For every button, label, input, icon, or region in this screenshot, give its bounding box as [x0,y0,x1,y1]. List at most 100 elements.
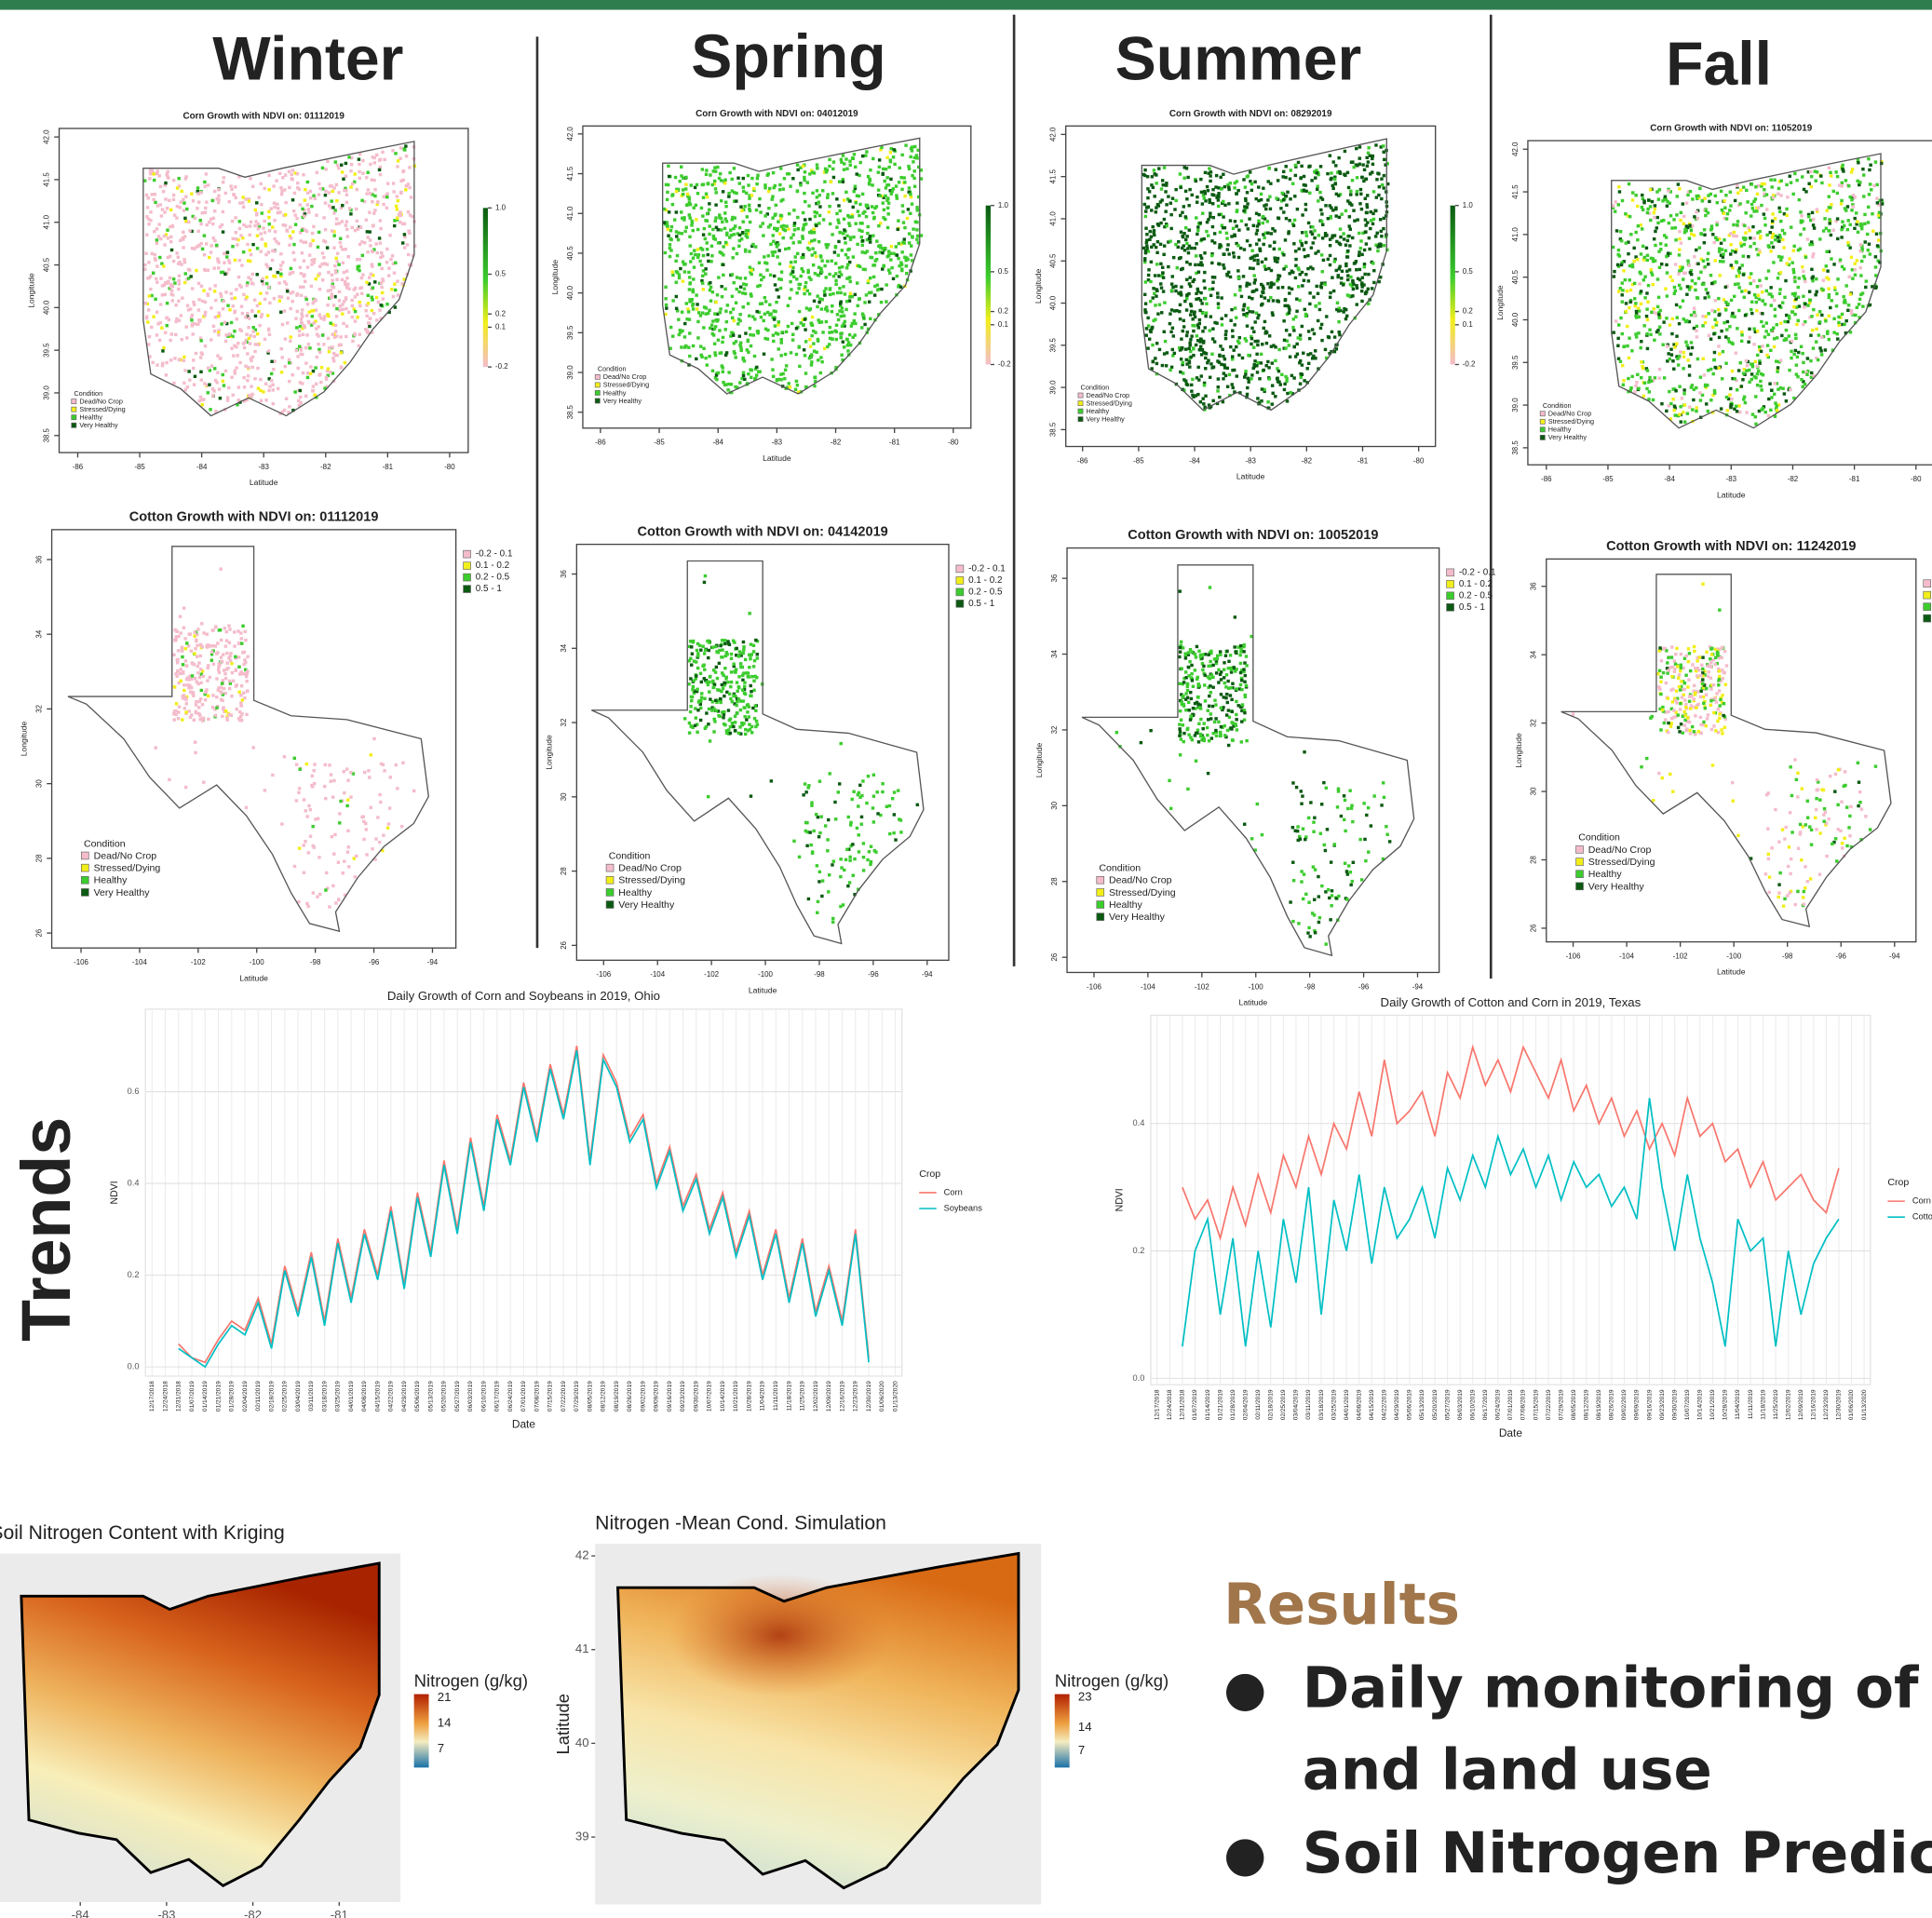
ndvi-pixel [369,238,372,241]
ndvi-pixel [288,170,290,173]
ndvi-pixel [1210,262,1213,264]
ndvi-pixel [147,308,150,311]
ndvi-pixel [783,177,786,180]
ndvi-pixel [821,189,824,192]
ndvi-pixel [1316,184,1318,187]
ndvi-pixel [392,182,395,184]
ndvi-pixel [403,233,406,236]
ndvi-pixel [1290,374,1293,377]
ndvi-pixel [1163,218,1166,221]
ndvi-pixel [1801,385,1804,388]
ndvi-pixel [314,299,317,302]
ndvi-pixel [384,158,386,161]
ndvi-pixel [318,288,321,290]
ndvi-pixel [769,312,772,315]
ndvi-pixel [1626,290,1628,292]
ndvi-pixel [1256,317,1259,319]
ndvi-pixel [169,255,171,258]
ndvi-pixel [817,200,820,203]
ndvi-pixel [230,376,233,379]
ndvi-pixel [332,352,335,355]
ndvi-pixel [271,259,274,262]
ndvi-pixel [1304,255,1306,258]
ndvi-pixel [155,277,157,280]
ndvi-pixel [1778,292,1781,295]
ndvi-pixel [909,193,912,196]
ndvi-pixel [736,176,739,179]
ndvi-pixel [330,289,332,291]
ndvi-pixel [222,230,224,233]
ndvi-pixel [887,250,890,252]
y-tick-label: 41.5 [566,166,574,181]
ndvi-pixel [798,310,801,313]
ndvi-pixel [222,210,224,213]
ndvi-pixel [295,349,298,352]
ndvi-pixel [401,241,404,244]
ndvi-pixel [890,266,893,269]
ndvi-pixel [1260,193,1263,196]
ndvi-pixel [1348,201,1351,204]
ndvi-pixel [1288,219,1290,222]
ndvi-pixel [1283,383,1286,385]
ndvi-pixel [1802,323,1804,326]
ndvi-pixel [356,316,358,318]
ndvi-pixel [369,163,372,166]
ndvi-pixel [293,192,296,195]
ndvi-pixel [1828,195,1831,197]
ndvi-pixel [285,282,288,285]
ndvi-pixel [1154,317,1156,320]
ndvi-pixel [1339,227,1342,230]
ndvi-pixel [329,321,331,324]
ndvi-pixel [796,164,799,167]
ndvi-pixel [1267,267,1270,270]
ndvi-pixel [1364,197,1367,200]
ndvi-pixel [1862,173,1865,176]
ndvi-pixel [1741,378,1744,381]
ndvi-pixel [149,172,152,175]
ndvi-pixel [911,174,913,177]
ndvi-pixel [683,270,686,273]
ndvi-pixel [405,155,408,157]
ndvi-pixel [1713,259,1716,262]
ndvi-pixel [820,270,823,273]
ndvi-pixel [1198,322,1201,325]
ndvi-pixel [1235,192,1237,195]
ndvi-pixel [1657,296,1660,299]
ndvi-pixel [401,223,404,225]
ndvi-pixel [1311,267,1314,270]
ndvi-pixel [839,209,842,212]
ndvi-pixel [1155,251,1158,254]
ndvi-pixel [1223,366,1226,369]
ndvi-pixel [911,145,913,148]
ndvi-pixel [1645,315,1648,317]
ndvi-pixel [1723,238,1725,241]
ndvi-pixel [675,307,678,310]
ndvi-pixel [387,274,390,277]
ndvi-pixel [755,310,758,313]
ndvi-pixel [1822,278,1825,281]
ndvi-pixel [704,219,707,222]
ndvi-pixel [1214,185,1217,188]
ndvi-pixel [706,196,709,198]
ndvi-pixel [1349,228,1352,231]
ndvi-pixel [1811,329,1814,331]
ndvi-pixel [1213,232,1216,235]
ndvi-pixel [1762,373,1764,376]
ndvi-pixel [684,176,687,179]
ndvi-pixel [887,254,890,257]
ndvi-pixel [831,331,833,333]
ndvi-pixel [1211,188,1214,191]
ndvi-pixel [1744,289,1747,291]
ndvi-pixel [1273,256,1276,259]
ndvi-pixel [1380,230,1383,233]
ndvi-pixel [332,234,335,236]
ndvi-pixel [1840,202,1843,205]
x-tick-label: -85 [1133,456,1144,465]
ndvi-pixel [1685,344,1688,346]
ndvi-pixel [1229,182,1232,184]
ndvi-pixel [1671,398,1674,400]
ndvi-pixel [733,167,736,169]
ndvi-pixel [767,225,770,228]
ndvi-pixel [868,182,871,184]
ndvi-pixel [896,196,898,199]
